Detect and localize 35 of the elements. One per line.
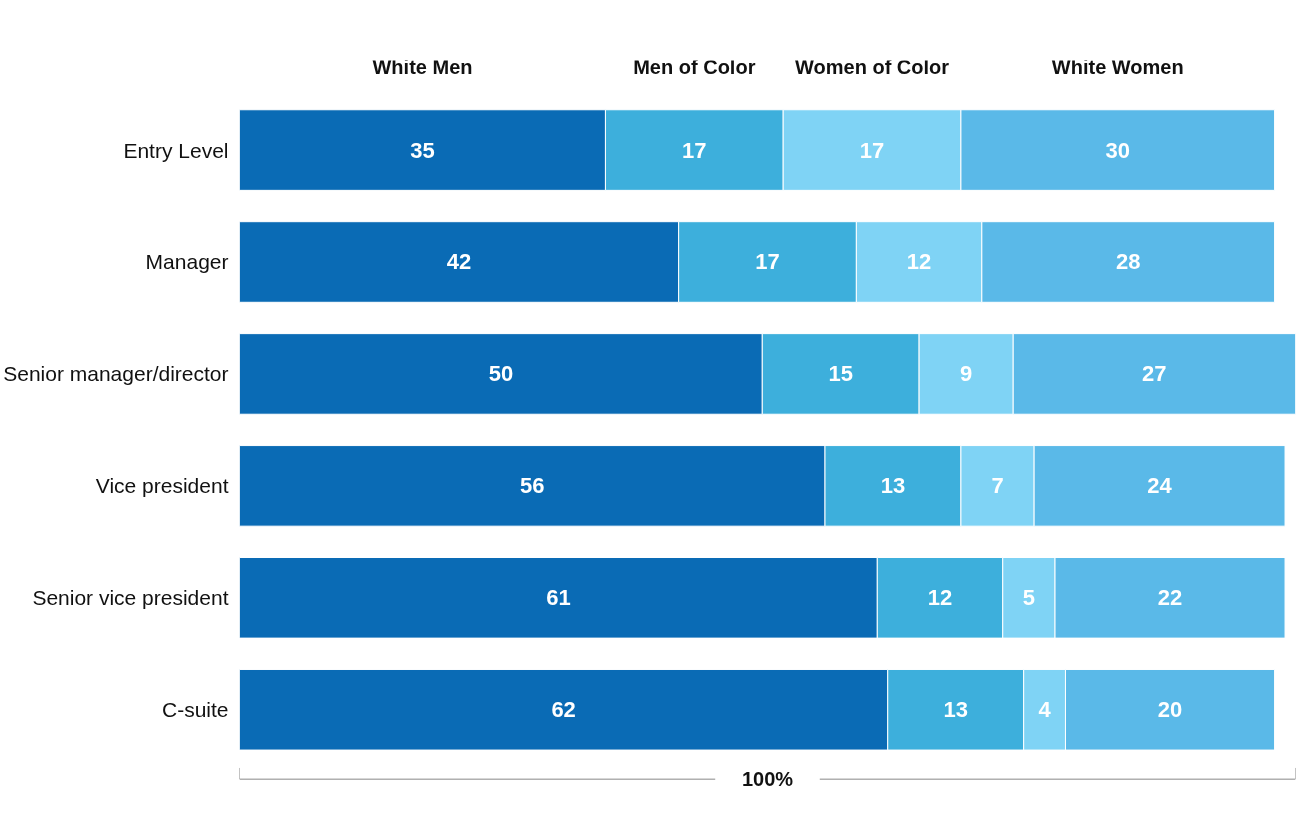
y-tick-label: Vice president	[95, 474, 229, 498]
data-label: 17	[859, 137, 885, 163]
series-label: White Women	[1051, 56, 1184, 79]
data-label: 9	[960, 361, 973, 387]
data-label: 15	[828, 361, 853, 387]
data-label: 4	[1038, 697, 1052, 723]
data-label: 7	[991, 473, 1004, 499]
data-label: 62	[551, 697, 576, 723]
y-tick-label: C-suite	[161, 698, 229, 722]
series-label: Men of Color	[633, 56, 756, 79]
data-label: 5	[1022, 585, 1036, 611]
data-label: 17	[755, 249, 780, 275]
data-label: 12	[906, 249, 932, 275]
data-label: 13	[943, 697, 968, 723]
series-label: White Men	[372, 56, 473, 79]
y-tick-label: Entry Level	[123, 138, 229, 162]
data-label: 17	[682, 137, 707, 163]
data-label: 30	[1105, 137, 1131, 163]
y-tick-label: Senior vice president	[32, 586, 229, 610]
data-label: 20	[1157, 697, 1183, 723]
data-label: 28	[1115, 249, 1141, 275]
data-label: 27	[1142, 361, 1167, 387]
data-label: 24	[1147, 473, 1173, 499]
data-label: 22	[1157, 585, 1183, 611]
y-tick-label: Senior manager/director	[3, 362, 229, 386]
data-label: 50	[488, 361, 514, 387]
data-label: 13	[880, 473, 906, 499]
data-label: 42	[446, 249, 472, 275]
text: 100%	[741, 768, 794, 791]
data-label: 56	[520, 473, 545, 499]
y-tick-label: Manager	[145, 250, 229, 274]
data-label: 12	[927, 585, 953, 611]
data-label: 61	[546, 585, 571, 611]
series-label: Women of Color	[795, 56, 950, 79]
data-label: 35	[410, 137, 435, 163]
